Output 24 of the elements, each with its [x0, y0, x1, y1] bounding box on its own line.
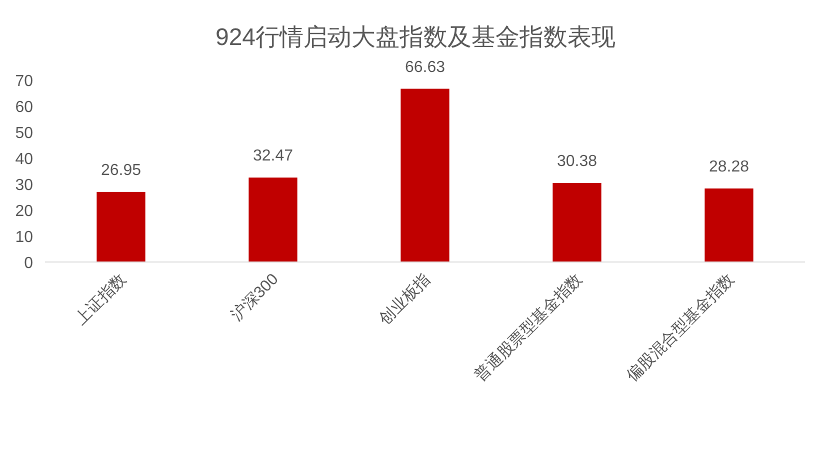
bar: [552, 183, 602, 262]
y-tick-label: 60: [15, 99, 34, 116]
data-label: 26.95: [100, 162, 142, 179]
y-tick-label: 30: [15, 177, 34, 194]
y-tick-label: 70: [15, 73, 34, 90]
x-tick-label: 普通股票型基金指数: [471, 270, 586, 385]
bar: [704, 188, 754, 262]
y-tick-label: 0: [24, 255, 34, 272]
data-label: 30.38: [556, 153, 598, 170]
data-label: 32.47: [252, 148, 294, 165]
y-tick-label: 40: [15, 151, 34, 168]
x-tick-label: 创业板指: [376, 270, 434, 328]
bar: [400, 88, 450, 262]
y-tick-label: 50: [15, 125, 34, 142]
chart-title: 924行情启动大盘指数及基金指数表现: [215, 24, 616, 51]
x-tick-label: 偏股混合型基金指数: [623, 270, 738, 385]
data-label: 66.63: [404, 58, 446, 76]
x-tick-label: 上证指数: [72, 270, 130, 328]
x-tick-label: 沪深300: [228, 270, 282, 324]
y-tick-label: 20: [15, 203, 34, 220]
bar: [96, 192, 146, 262]
data-label: 28.28: [708, 158, 750, 176]
y-tick-label: 10: [15, 229, 34, 246]
bar: [248, 178, 298, 262]
